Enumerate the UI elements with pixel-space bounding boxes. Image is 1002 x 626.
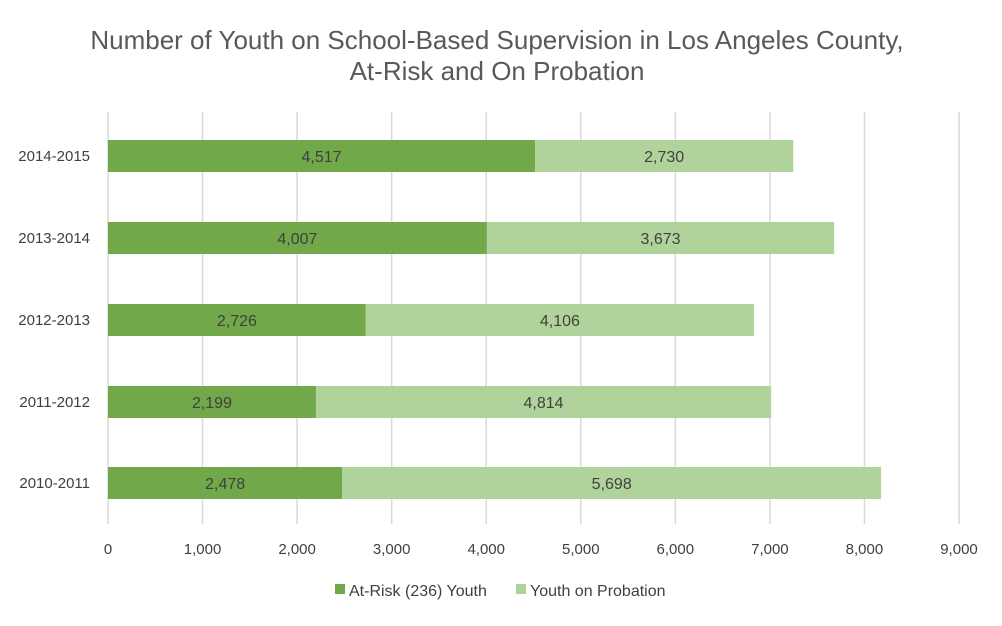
x-tick-label: 8,000 — [846, 541, 884, 558]
bar-segment-probation — [486, 222, 835, 254]
data-label: 2,478 — [205, 476, 245, 493]
legend-swatch-probation — [516, 584, 526, 594]
data-label: 5,698 — [592, 476, 632, 493]
data-label: 3,673 — [641, 231, 681, 248]
bar-segment-probation — [535, 140, 794, 172]
data-label: 4,007 — [277, 231, 317, 248]
data-label: 4,814 — [523, 395, 563, 412]
bar-segment-at-risk — [108, 386, 316, 418]
bar-segment-probation — [315, 386, 772, 418]
data-label: 4,517 — [302, 149, 342, 166]
bar-segment-at-risk — [108, 222, 487, 254]
bar-segment-probation — [365, 304, 755, 336]
x-tick-label: 7,000 — [751, 541, 789, 558]
x-tick-label: 0 — [104, 541, 112, 558]
bar-segment-at-risk — [108, 467, 343, 499]
category-label: 2014-2015 — [18, 148, 90, 165]
bars — [108, 140, 882, 499]
x-tick-label: 1,000 — [184, 541, 222, 558]
category-label: 2012-2013 — [18, 312, 90, 329]
x-tick-label: 3,000 — [373, 541, 411, 558]
bar-segment-at-risk — [108, 140, 536, 172]
chart-title-line-2: At-Risk and On Probation — [350, 56, 645, 86]
data-labels: 4,517 2,730 4,007 3,673 2,726 4,106 2,199 4,814… — [192, 149, 684, 493]
category-axis: 2014-2015 2013-2014 2012-2013 2011-2012 2010… — [18, 148, 90, 492]
legend-label: Youth on Probation — [530, 583, 666, 600]
chart-title-line-1: Number of Youth on School-Based Supervis… — [90, 25, 903, 55]
category-label: 2011-2012 — [19, 394, 90, 411]
x-tick-label: 2,000 — [278, 541, 316, 558]
x-tick-label: 9,000 — [940, 541, 978, 558]
value-axis: 0 1,000 2,000 3,000 4,000 5,000 6,000 7,000 8,00… — [104, 541, 978, 558]
data-label: 2,730 — [644, 149, 684, 166]
x-tick-label: 4,000 — [467, 541, 505, 558]
legend-label: At-Risk (236) Youth — [349, 583, 487, 600]
bar-segment-probation — [342, 467, 882, 499]
x-tick-label: 5,000 — [562, 541, 600, 558]
data-label: 4,106 — [540, 313, 580, 330]
x-tick-label: 6,000 — [657, 541, 695, 558]
legend-swatch-at-risk — [335, 584, 345, 594]
category-label: 2010-2011 — [19, 475, 90, 492]
data-label: 2,726 — [217, 313, 257, 330]
legend: At-Risk (236) Youth Youth on Probation — [335, 583, 666, 600]
bar-segment-at-risk — [108, 304, 366, 336]
category-label: 2013-2014 — [18, 230, 90, 247]
data-label: 2,199 — [192, 395, 232, 412]
